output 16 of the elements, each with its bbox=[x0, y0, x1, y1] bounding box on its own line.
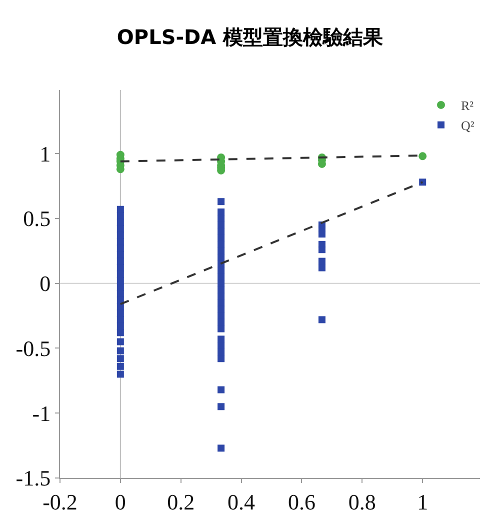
x-tick-label: -0.2 bbox=[42, 489, 78, 514]
legend-label: R² bbox=[461, 98, 474, 114]
y-tick-label: 0.5 bbox=[23, 206, 51, 232]
chart-title: OPLS-DA 模型置換檢驗結果 bbox=[116, 24, 384, 49]
y-tick-label: 1 bbox=[40, 141, 51, 166]
y-tick-label: 0 bbox=[40, 271, 51, 296]
x-tick-label: 0.8 bbox=[348, 489, 376, 514]
y-tick-label: -1.5 bbox=[16, 466, 51, 491]
x-tick-label: 0.4 bbox=[228, 489, 256, 514]
x-tick-label: 0.2 bbox=[167, 489, 195, 514]
y-tick-label: -0.5 bbox=[16, 336, 51, 361]
x-tick-label: 0 bbox=[114, 489, 126, 514]
y-tick-label: -1 bbox=[32, 400, 51, 426]
x-tick-label: 1 bbox=[417, 489, 428, 514]
x-tick-label: 0.6 bbox=[288, 489, 316, 514]
legend-label: Q² bbox=[461, 118, 474, 133]
